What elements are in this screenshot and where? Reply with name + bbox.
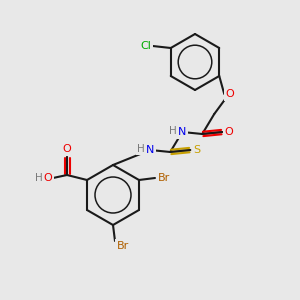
Text: O: O <box>226 89 235 99</box>
Text: N: N <box>146 145 154 155</box>
Text: Br: Br <box>158 173 170 183</box>
Text: H: H <box>169 126 177 136</box>
Text: Cl: Cl <box>140 41 151 51</box>
Text: H: H <box>137 144 145 154</box>
Text: Br: Br <box>117 241 129 251</box>
Text: O: O <box>63 144 71 154</box>
Text: O: O <box>225 127 234 137</box>
Text: N: N <box>178 127 186 137</box>
Text: H: H <box>35 173 43 183</box>
Text: O: O <box>44 173 52 183</box>
Text: S: S <box>194 145 201 155</box>
